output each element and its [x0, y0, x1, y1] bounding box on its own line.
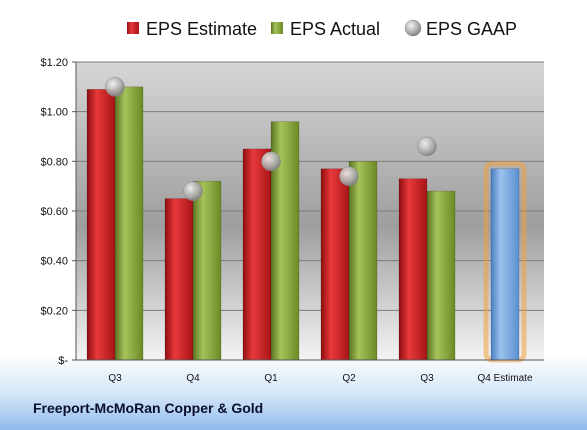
bar-eps-estimate	[86, 89, 116, 361]
legend-label: EPS GAAP	[426, 19, 517, 39]
legend-label: EPS Estimate	[146, 19, 257, 39]
company-name: Freeport-McMoRan Copper & Gold	[33, 400, 264, 416]
bar-eps-forecast	[490, 168, 520, 361]
bar-eps-estimate	[242, 148, 272, 361]
y-axis: $- $0.20 $0.40 $0.60 $0.80 $1.00 $1.20	[40, 57, 77, 367]
legend-label: EPS Actual	[290, 19, 380, 39]
bar-eps-actual	[192, 180, 222, 361]
y-tick-label: $0.40	[40, 256, 68, 268]
legend-swatch	[127, 22, 139, 34]
gaap-points	[105, 77, 437, 201]
bar-eps-estimate	[164, 198, 194, 361]
y-tick-label: $1.00	[40, 107, 68, 119]
point-eps-gaap	[261, 151, 281, 172]
point-eps-gaap	[105, 77, 125, 97]
x-tick-label: Q4 Estimate	[477, 373, 532, 384]
point-eps-gaap	[339, 166, 359, 186]
bar-eps-actual	[426, 190, 456, 361]
x-tick-label: Q2	[342, 373, 356, 384]
legend: EPS Estimate EPS Actual EPS GAAP	[127, 19, 517, 39]
y-tick-label: $0.20	[40, 305, 68, 317]
y-tick-label: $0.80	[40, 156, 68, 168]
legend-swatch	[404, 19, 422, 37]
bars	[86, 86, 527, 363]
point-eps-gaap	[183, 181, 203, 201]
x-tick-label: Q3	[420, 373, 434, 384]
x-tick-label: Q1	[264, 373, 278, 384]
y-tick-label: $1.20	[40, 57, 68, 69]
bar-eps-estimate	[320, 168, 350, 361]
x-axis: Q3 Q4 Q1 Q2 Q3 Q4 Estimate	[76, 359, 544, 384]
bar-eps-actual	[114, 86, 144, 361]
y-tick-label: $0.60	[40, 206, 68, 218]
bar-eps-actual	[348, 161, 378, 361]
legend-swatch	[271, 22, 283, 34]
bar-eps-estimate	[398, 178, 428, 361]
point-eps-gaap	[417, 136, 437, 157]
x-tick-label: Q4	[186, 373, 200, 384]
x-tick-label: Q3	[108, 373, 122, 384]
y-tick-label: $-	[58, 355, 68, 367]
